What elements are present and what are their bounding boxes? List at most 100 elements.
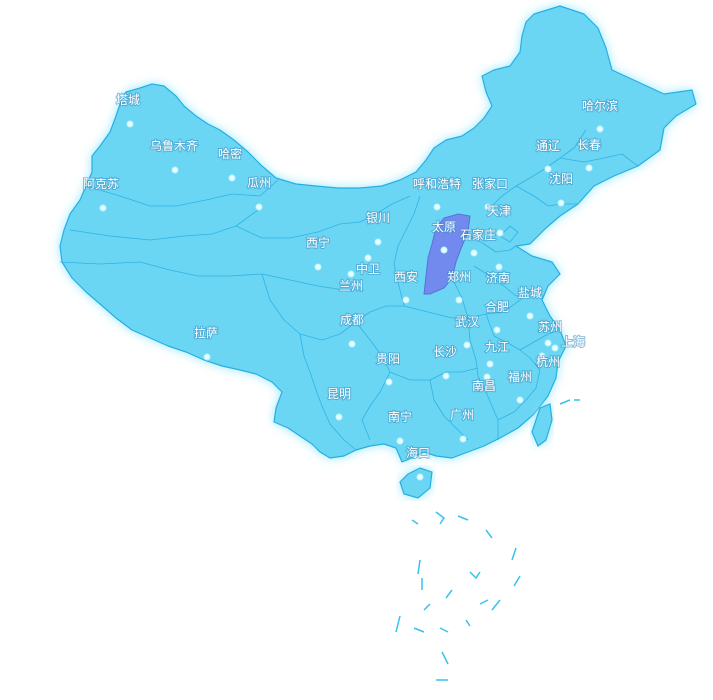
city-dot[interactable]: [440, 246, 448, 254]
city-label: 瓜州: [247, 176, 271, 190]
city-marker[interactable]: 杭州: [535, 352, 561, 370]
city-marker[interactable]: 沈阳: [548, 170, 574, 207]
city-dot[interactable]: [484, 203, 492, 211]
city-marker[interactable]: 瓜州: [246, 175, 272, 211]
city-marker[interactable]: 广州: [449, 407, 475, 443]
city-label: 杭州: [536, 354, 560, 369]
city-dot[interactable]: [347, 270, 355, 278]
city-dot[interactable]: [470, 249, 478, 257]
city-marker[interactable]: 乌鲁木齐: [149, 137, 199, 174]
city-dot[interactable]: [416, 473, 424, 481]
city-dot[interactable]: [516, 396, 524, 404]
city-dot[interactable]: [99, 204, 107, 212]
city-dot[interactable]: [203, 353, 211, 361]
city-marker[interactable]: 西宁: [305, 234, 331, 271]
city-dot[interactable]: [455, 296, 463, 304]
city-dot[interactable]: [585, 164, 593, 172]
city-label: 郑州: [447, 269, 471, 284]
city-label: 西安: [394, 269, 418, 284]
city-dot[interactable]: [495, 263, 503, 271]
city-dot[interactable]: [526, 312, 534, 320]
city-marker[interactable]: 塔城: [115, 92, 141, 128]
city-dot[interactable]: [557, 199, 565, 207]
city-marker[interactable]: 呼和浩特: [412, 175, 462, 211]
mainland-outline: [59, 5, 697, 463]
city-dot[interactable]: [551, 344, 559, 352]
city-dot[interactable]: [496, 229, 504, 237]
city-dot[interactable]: [442, 372, 450, 380]
city-marker[interactable]: 天津: [486, 203, 512, 237]
city-marker[interactable]: 苏州: [537, 319, 563, 347]
city-label: 中卫: [356, 261, 380, 276]
city-label: 张家口: [472, 176, 508, 191]
city-label: 银川: [366, 211, 390, 225]
city-marker[interactable]: 南昌: [471, 373, 497, 394]
city-marker[interactable]: 通辽: [535, 138, 561, 173]
city-marker[interactable]: 成都: [339, 312, 365, 348]
city-dot[interactable]: [171, 166, 179, 174]
city-label: 沈阳: [549, 171, 573, 186]
city-dot[interactable]: [544, 339, 552, 347]
city-label: 贵阳: [376, 352, 400, 366]
city-marker[interactable]: 长春: [576, 137, 602, 172]
highlighted-province-shanxi[interactable]: [423, 213, 471, 295]
city-marker[interactable]: 贵阳: [375, 351, 401, 386]
city-label: 塔城: [116, 93, 140, 107]
city-label: 拉萨: [194, 325, 218, 340]
city-marker[interactable]: 兰州: [338, 270, 364, 294]
city-label: 武汉: [455, 315, 479, 329]
city-dot[interactable]: [126, 120, 134, 128]
city-dot[interactable]: [459, 435, 467, 443]
city-dot[interactable]: [596, 125, 604, 133]
city-dot[interactable]: [396, 437, 404, 445]
city-dot[interactable]: [255, 203, 263, 211]
city-label: 呼和浩特: [413, 176, 461, 191]
city-marker[interactable]: 太原: [431, 218, 457, 254]
city-dot[interactable]: [402, 296, 410, 304]
city-label: 乌鲁木齐: [150, 138, 198, 153]
city-dot[interactable]: [374, 238, 382, 246]
city-marker[interactable]: 合肥: [484, 298, 510, 334]
city-dot[interactable]: [433, 203, 441, 211]
city-marker[interactable]: 石家庄: [459, 226, 497, 257]
city-dot[interactable]: [544, 165, 552, 173]
city-dot[interactable]: [348, 340, 356, 348]
city-marker[interactable]: 福州: [507, 368, 533, 404]
city-dot[interactable]: [364, 254, 372, 262]
city-marker[interactable]: 盐城: [517, 285, 543, 320]
city-label: 天津: [487, 204, 511, 218]
city-marker[interactable]: 济南: [485, 263, 511, 286]
city-marker[interactable]: 南宁: [387, 408, 413, 445]
city-label: 海口: [406, 445, 430, 460]
city-marker[interactable]: 张家口: [471, 175, 509, 211]
city-marker[interactable]: 西安: [393, 268, 419, 304]
city-label: 九江: [485, 340, 509, 354]
city-dot[interactable]: [463, 341, 471, 349]
city-dot[interactable]: [228, 174, 236, 182]
city-marker[interactable]: 郑州: [446, 268, 472, 304]
city-marker[interactable]: 上海: [551, 333, 586, 352]
city-label: 盐城: [518, 286, 542, 300]
city-marker[interactable]: 海口: [405, 444, 431, 481]
city-dot[interactable]: [314, 263, 322, 271]
city-marker[interactable]: 九江: [484, 339, 510, 368]
city-marker[interactable]: 哈密: [217, 145, 243, 182]
city-marker[interactable]: 中卫: [355, 254, 381, 277]
city-label: 成都: [340, 313, 364, 327]
city-label: 长春: [577, 138, 601, 152]
city-marker[interactable]: 银川: [365, 210, 391, 246]
city-marker[interactable]: 武汉: [454, 314, 480, 349]
city-dot[interactable]: [335, 413, 343, 421]
city-marker[interactable]: 哈尔滨: [581, 97, 619, 133]
city-dot[interactable]: [385, 378, 393, 386]
city-dot[interactable]: [483, 373, 491, 381]
city-marker[interactable]: 阿克苏: [82, 176, 120, 212]
city-marker[interactable]: 昆明: [326, 386, 352, 421]
city-dot[interactable]: [538, 352, 546, 360]
city-marker[interactable]: 长沙: [432, 344, 458, 380]
city-marker[interactable]: 拉萨: [193, 324, 219, 361]
south-sea-islands: [395, 399, 580, 681]
city-dot[interactable]: [486, 360, 494, 368]
city-dot[interactable]: [493, 326, 501, 334]
